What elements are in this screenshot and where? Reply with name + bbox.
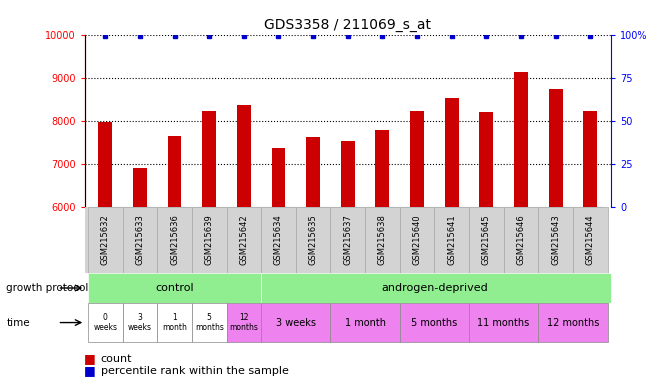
- Bar: [157, 207, 192, 273]
- Bar: [98, 122, 112, 207]
- Text: 5 months: 5 months: [411, 318, 458, 328]
- Bar: [504, 207, 538, 273]
- Bar: [469, 207, 504, 273]
- Bar: [226, 207, 261, 273]
- Text: GSM215641: GSM215641: [447, 215, 456, 265]
- Text: 3 weeks: 3 weeks: [276, 318, 316, 328]
- Bar: [445, 98, 459, 207]
- Bar: [88, 273, 261, 303]
- Bar: [261, 207, 296, 273]
- Bar: [410, 111, 424, 207]
- Text: GSM215638: GSM215638: [378, 215, 387, 265]
- Text: 12
months: 12 months: [229, 313, 258, 332]
- Bar: [237, 104, 251, 207]
- Bar: [202, 111, 216, 207]
- Text: count: count: [101, 354, 132, 364]
- Bar: [88, 207, 123, 273]
- Text: GSM215643: GSM215643: [551, 215, 560, 265]
- Text: 0
weeks: 0 weeks: [94, 313, 117, 332]
- Bar: [341, 141, 355, 207]
- Text: 1
month: 1 month: [162, 313, 187, 332]
- Text: GSM215639: GSM215639: [205, 215, 214, 265]
- Text: GSM215634: GSM215634: [274, 215, 283, 265]
- Text: GSM215633: GSM215633: [135, 215, 144, 265]
- Bar: [261, 303, 330, 342]
- Bar: [400, 207, 434, 273]
- Bar: [123, 303, 157, 342]
- Bar: [272, 148, 285, 207]
- Text: GSM215632: GSM215632: [101, 215, 110, 265]
- Bar: [123, 207, 157, 273]
- Bar: [434, 207, 469, 273]
- Bar: [226, 303, 261, 342]
- Bar: [514, 72, 528, 207]
- Bar: [133, 168, 147, 207]
- Bar: [376, 131, 389, 207]
- Bar: [192, 207, 226, 273]
- Text: GSM215646: GSM215646: [517, 215, 525, 265]
- Bar: [168, 136, 181, 207]
- Bar: [261, 273, 611, 303]
- Text: GSM215642: GSM215642: [239, 215, 248, 265]
- Text: 5
months: 5 months: [195, 313, 224, 332]
- Bar: [400, 303, 469, 342]
- Bar: [549, 89, 562, 207]
- Text: control: control: [155, 283, 194, 293]
- Text: androgen-deprived: androgen-deprived: [381, 283, 488, 293]
- Text: GSM215644: GSM215644: [586, 215, 595, 265]
- Bar: [306, 137, 320, 207]
- Text: GSM215635: GSM215635: [309, 215, 318, 265]
- Text: GSM215645: GSM215645: [482, 215, 491, 265]
- Bar: [330, 207, 365, 273]
- Bar: [538, 207, 573, 273]
- Text: 11 months: 11 months: [478, 318, 530, 328]
- Bar: [538, 303, 608, 342]
- Text: 3
weeks: 3 weeks: [128, 313, 152, 332]
- Bar: [330, 303, 400, 342]
- Title: GDS3358 / 211069_s_at: GDS3358 / 211069_s_at: [265, 18, 431, 32]
- Bar: [365, 207, 400, 273]
- Text: ■: ■: [84, 364, 100, 377]
- Bar: [157, 303, 192, 342]
- Text: time: time: [6, 318, 30, 328]
- Bar: [296, 207, 330, 273]
- Bar: [583, 111, 597, 207]
- Bar: [469, 303, 538, 342]
- Bar: [480, 112, 493, 207]
- Text: 12 months: 12 months: [547, 318, 599, 328]
- Text: GSM215636: GSM215636: [170, 215, 179, 265]
- Bar: [88, 303, 123, 342]
- Text: growth protocol: growth protocol: [6, 283, 89, 293]
- Bar: [573, 207, 608, 273]
- Bar: [192, 303, 226, 342]
- Text: percentile rank within the sample: percentile rank within the sample: [101, 366, 289, 376]
- Text: ■: ■: [84, 353, 100, 366]
- Text: GSM215640: GSM215640: [413, 215, 422, 265]
- Text: GSM215637: GSM215637: [343, 215, 352, 265]
- Text: 1 month: 1 month: [344, 318, 385, 328]
